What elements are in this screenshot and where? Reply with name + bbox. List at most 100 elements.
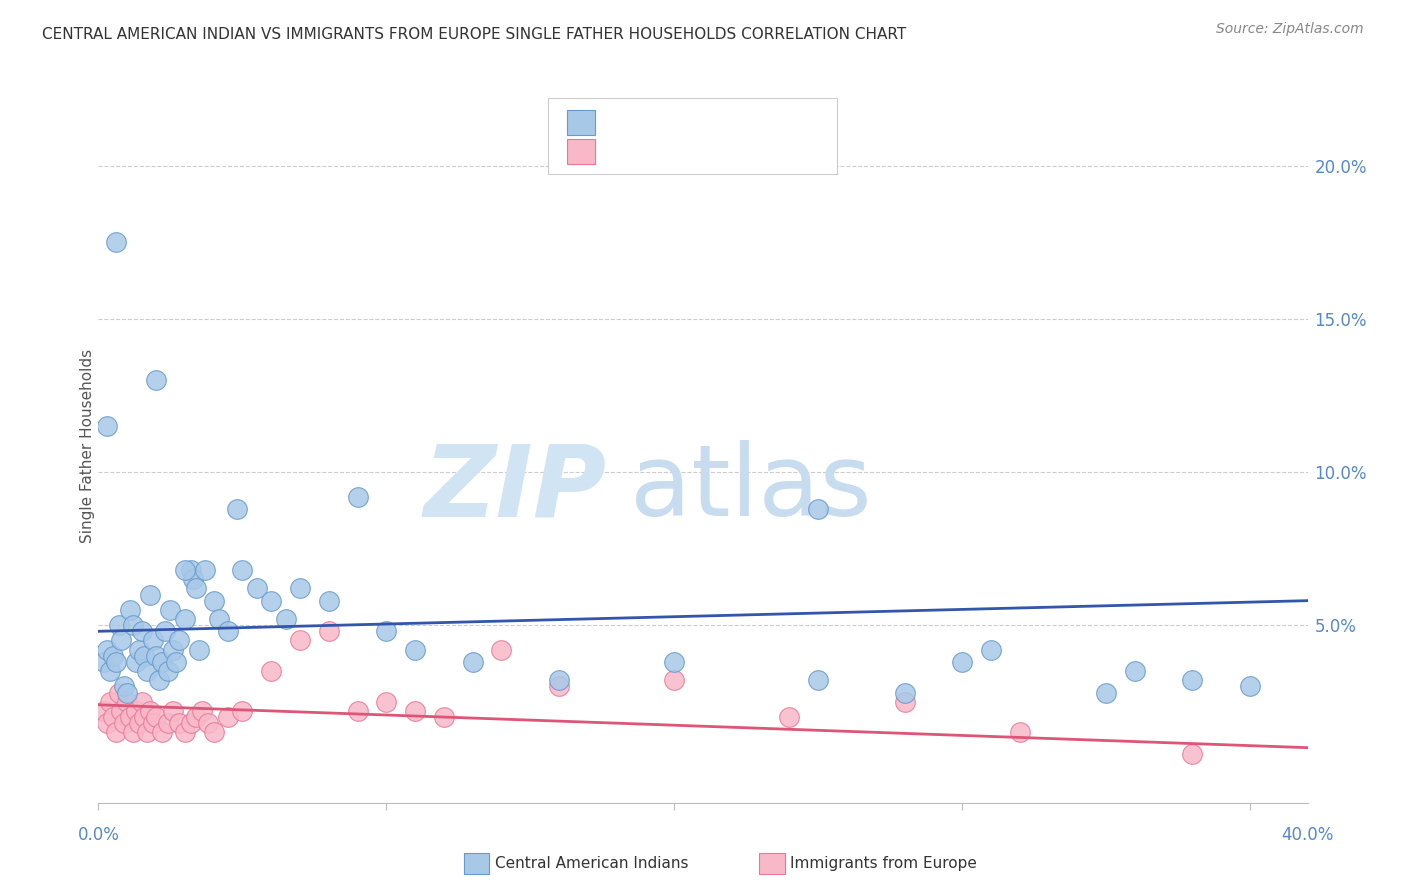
Point — [217, 710, 239, 724]
Point — [202, 593, 225, 607]
Point — [122, 618, 145, 632]
Text: R =: R = — [605, 113, 641, 131]
Point — [131, 695, 153, 709]
Text: Central American Indians: Central American Indians — [495, 856, 689, 871]
Point — [131, 624, 153, 639]
Point — [183, 572, 205, 586]
Point — [96, 642, 118, 657]
Point — [404, 642, 426, 657]
Point — [96, 716, 118, 731]
Point — [202, 725, 225, 739]
Point — [208, 612, 231, 626]
Point — [1181, 673, 1204, 688]
Point — [107, 618, 129, 632]
Point — [180, 563, 202, 577]
Point — [231, 563, 253, 577]
Text: Immigrants from Europe: Immigrants from Europe — [790, 856, 977, 871]
Point — [128, 642, 150, 657]
Point — [112, 680, 135, 694]
Point — [260, 593, 283, 607]
Point — [139, 588, 162, 602]
Point — [104, 725, 127, 739]
Point — [98, 664, 121, 678]
Point — [96, 419, 118, 434]
Text: -0.273: -0.273 — [640, 143, 699, 161]
Point — [260, 664, 283, 678]
Point — [162, 642, 184, 657]
Point — [145, 648, 167, 663]
Point — [664, 673, 686, 688]
Point — [246, 582, 269, 596]
Point — [191, 704, 214, 718]
Point — [115, 685, 138, 699]
Point — [136, 725, 159, 739]
Point — [159, 603, 181, 617]
Point — [318, 624, 340, 639]
Point — [346, 490, 368, 504]
Point — [167, 716, 190, 731]
Y-axis label: Single Father Households: Single Father Households — [80, 349, 94, 543]
Point — [950, 655, 973, 669]
Point — [107, 685, 129, 699]
Text: atlas: atlas — [630, 441, 872, 537]
Point — [150, 725, 173, 739]
Point — [375, 695, 398, 709]
Point — [110, 704, 132, 718]
Point — [548, 680, 571, 694]
Point — [156, 716, 179, 731]
Text: 62: 62 — [734, 113, 756, 131]
Point — [173, 563, 195, 577]
Text: 0.087: 0.087 — [640, 113, 692, 131]
Point — [404, 704, 426, 718]
Point — [288, 633, 311, 648]
Point — [139, 704, 162, 718]
Point — [120, 603, 142, 617]
Point — [180, 716, 202, 731]
Point — [491, 642, 513, 657]
Point — [165, 655, 187, 669]
Point — [461, 655, 484, 669]
Point — [893, 695, 915, 709]
Point — [807, 501, 830, 516]
Point — [194, 563, 217, 577]
Point — [128, 716, 150, 731]
Point — [893, 685, 915, 699]
Point — [807, 673, 830, 688]
Point — [93, 704, 115, 718]
Point — [101, 648, 124, 663]
Text: ZIP: ZIP — [423, 441, 606, 537]
Point — [197, 716, 219, 731]
Point — [93, 655, 115, 669]
Point — [346, 704, 368, 718]
Point — [318, 593, 340, 607]
Point — [145, 373, 167, 387]
Point — [112, 716, 135, 731]
Text: 0.0%: 0.0% — [77, 826, 120, 844]
Point — [188, 642, 211, 657]
Point — [375, 624, 398, 639]
Point — [231, 704, 253, 718]
Point — [1095, 685, 1118, 699]
Text: R =: R = — [605, 143, 641, 161]
Point — [148, 673, 170, 688]
Point — [274, 612, 297, 626]
Point — [145, 710, 167, 724]
Point — [1239, 680, 1261, 694]
Point — [548, 673, 571, 688]
Point — [778, 710, 800, 724]
Text: N =: N = — [700, 143, 737, 161]
Point — [125, 704, 148, 718]
Point — [142, 633, 165, 648]
Point — [980, 642, 1002, 657]
Point — [664, 655, 686, 669]
Point — [136, 664, 159, 678]
Point — [1181, 747, 1204, 761]
Point — [162, 704, 184, 718]
Point — [115, 695, 138, 709]
Point — [433, 710, 456, 724]
Point — [150, 655, 173, 669]
Text: N =: N = — [700, 113, 737, 131]
Point — [156, 664, 179, 678]
Point — [120, 710, 142, 724]
Point — [173, 612, 195, 626]
